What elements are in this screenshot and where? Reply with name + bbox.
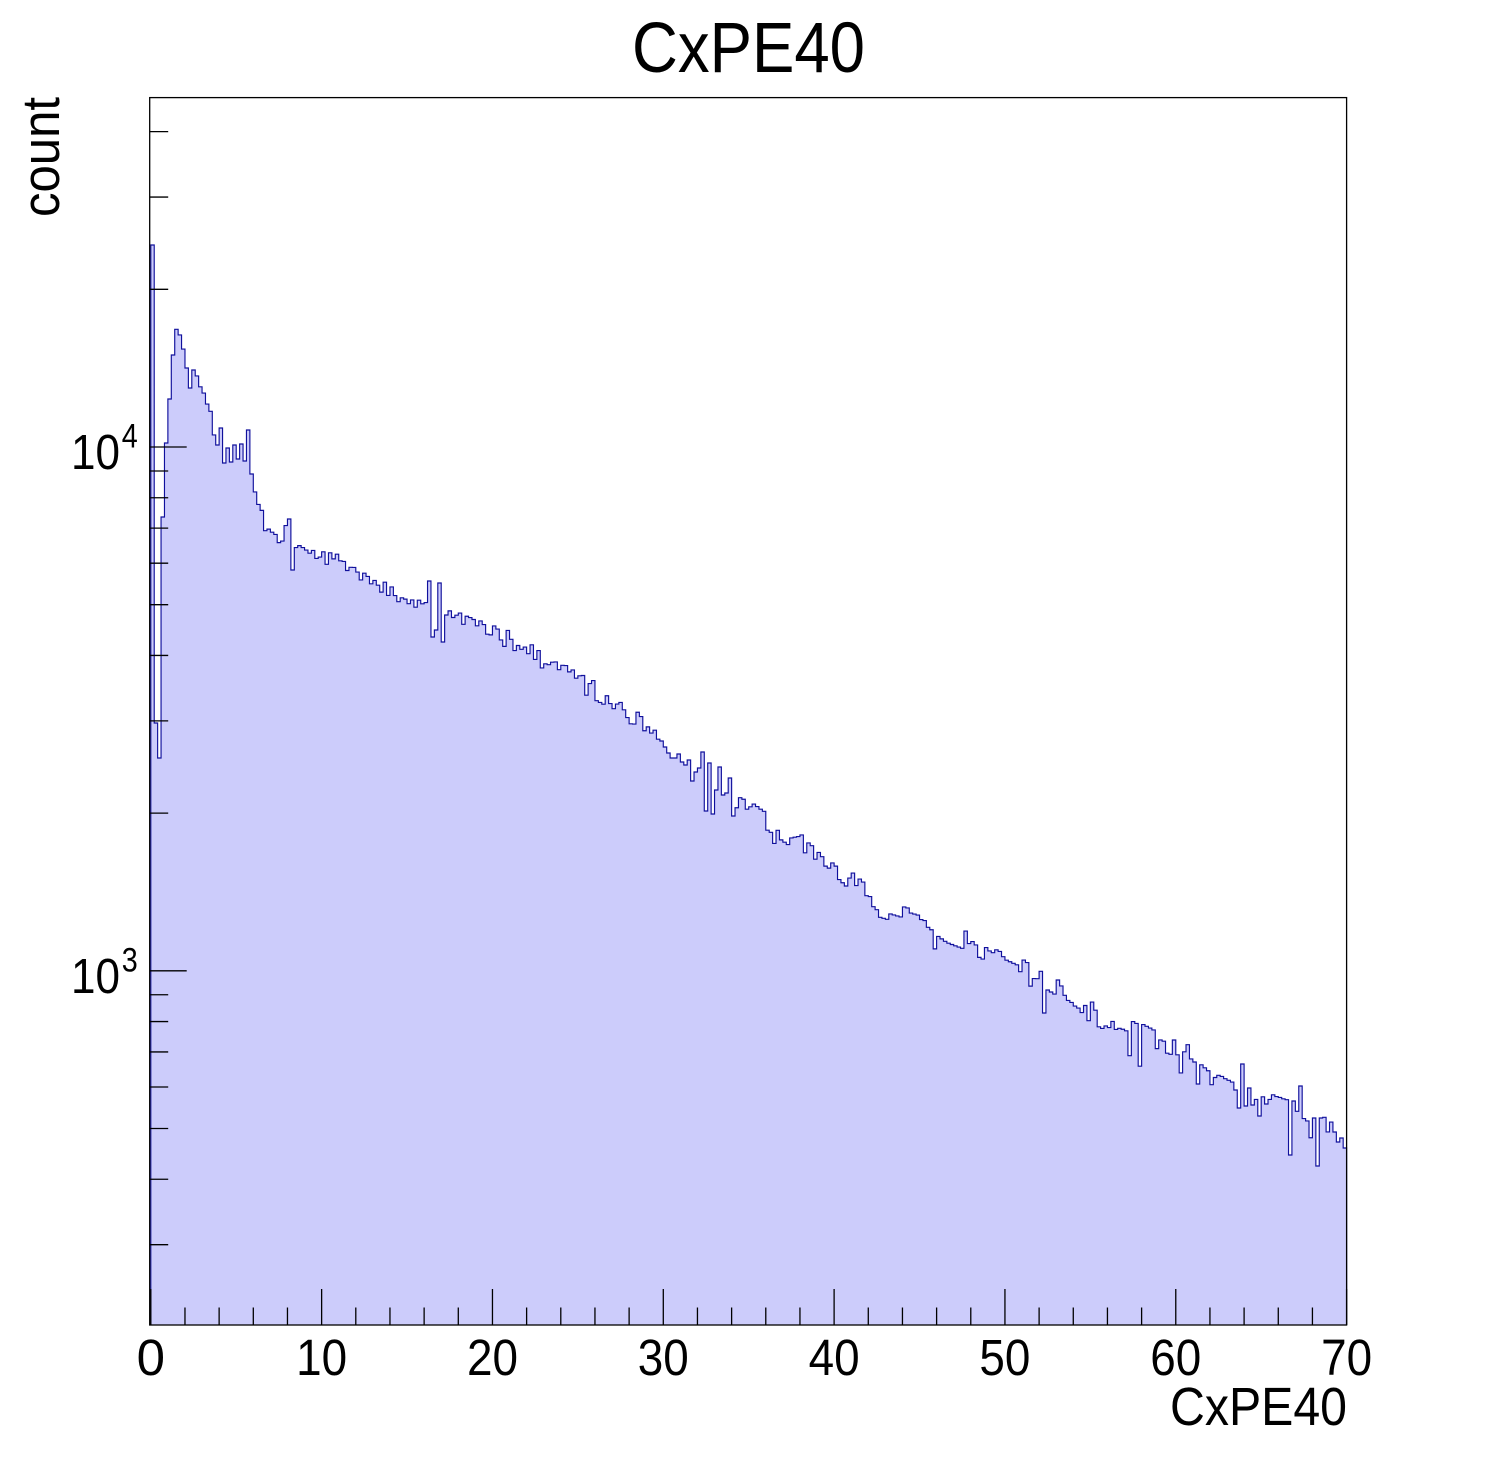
svg-text:4: 4 [122,418,138,456]
svg-text:10: 10 [71,426,120,480]
svg-text:10: 10 [71,950,120,1004]
svg-text:60: 60 [1150,1329,1201,1386]
svg-text:10: 10 [296,1329,347,1386]
svg-text:0: 0 [137,1329,165,1386]
svg-text:count: count [12,97,71,217]
svg-text:50: 50 [979,1329,1030,1386]
svg-text:30: 30 [638,1329,689,1386]
svg-text:20: 20 [467,1329,518,1386]
svg-text:40: 40 [809,1329,860,1386]
svg-text:CxPE40: CxPE40 [1170,1378,1347,1437]
svg-text:3: 3 [122,941,138,979]
svg-text:70: 70 [1321,1329,1372,1386]
svg-text:CxPE40: CxPE40 [632,9,865,88]
